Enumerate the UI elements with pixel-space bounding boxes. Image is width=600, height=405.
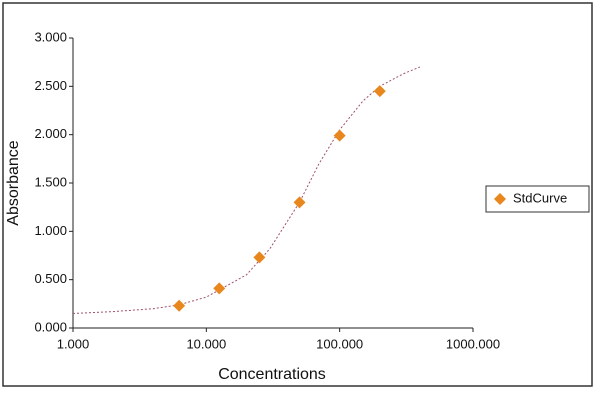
data-point bbox=[333, 129, 346, 142]
y-tick-label: 1.000 bbox=[34, 223, 67, 238]
x-axis-label: Concentrations bbox=[218, 366, 326, 383]
x-tick-label: 100.000 bbox=[316, 336, 363, 351]
data-point bbox=[173, 299, 186, 312]
y-tick-label: 3.000 bbox=[34, 29, 67, 44]
data-point bbox=[253, 251, 266, 264]
x-tick-label: 1000.000 bbox=[446, 336, 500, 351]
y-tick-label: 2.000 bbox=[34, 126, 67, 141]
x-tick-label: 1.000 bbox=[57, 336, 90, 351]
y-tick-label: 0.000 bbox=[34, 319, 67, 334]
legend-label: StdCurve bbox=[513, 190, 567, 205]
y-tick-label: 1.500 bbox=[34, 174, 67, 189]
data-point bbox=[213, 282, 226, 295]
legend-marker bbox=[494, 193, 506, 205]
x-tick-label: 10.000 bbox=[186, 336, 226, 351]
y-axis-label: Absorbance bbox=[5, 140, 22, 225]
y-tick-label: 0.500 bbox=[34, 271, 67, 286]
data-point bbox=[293, 196, 306, 209]
y-tick-label: 2.500 bbox=[34, 78, 67, 93]
data-point bbox=[373, 85, 386, 98]
